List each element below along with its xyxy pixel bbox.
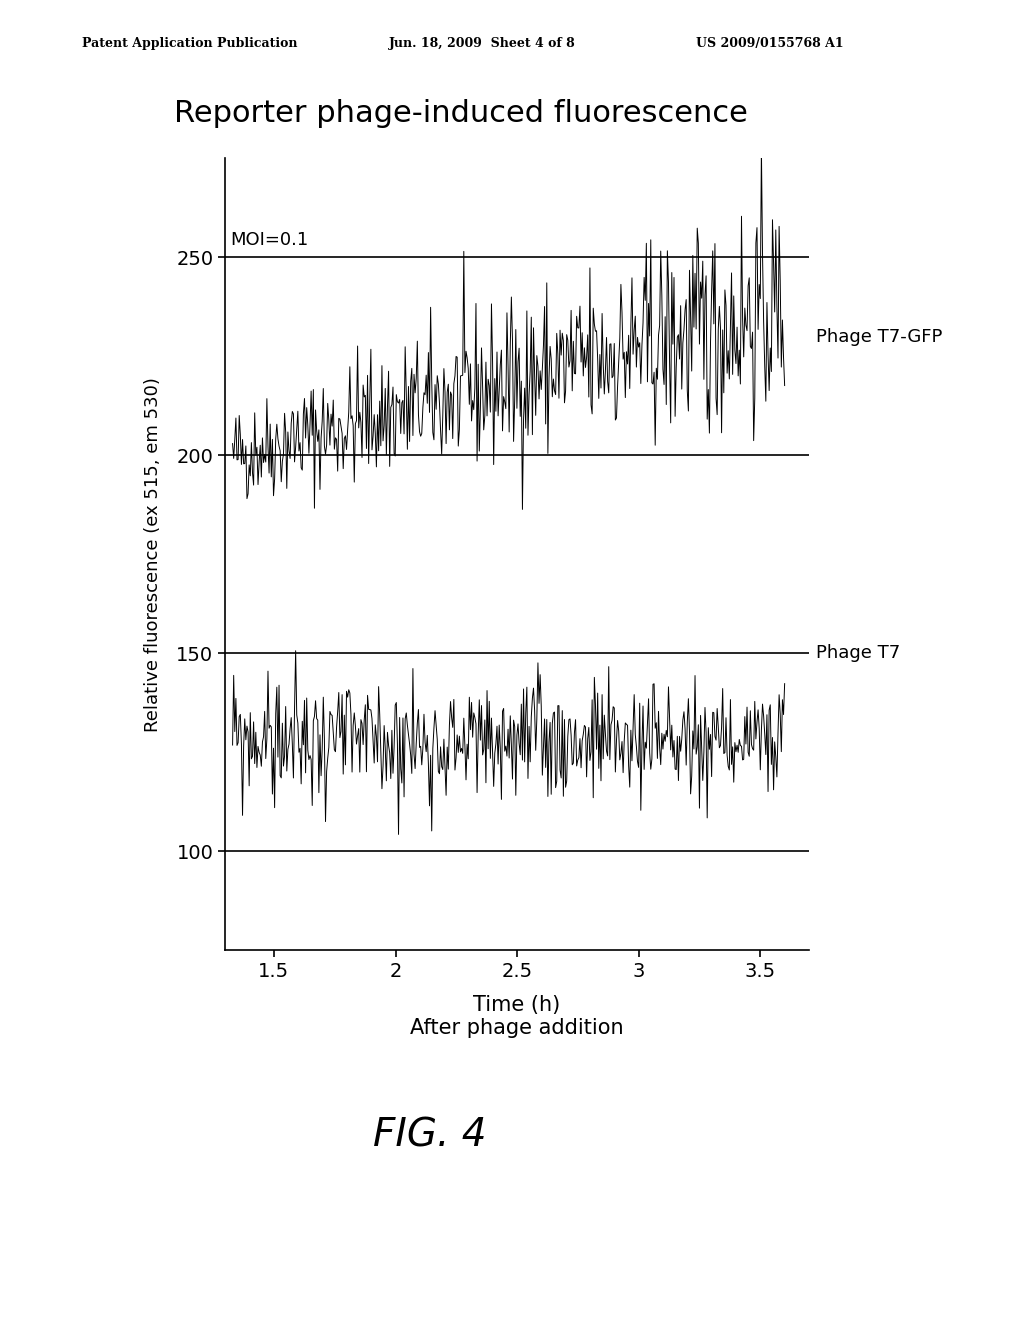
X-axis label: Time (h)
After phage addition: Time (h) After phage addition (411, 995, 624, 1039)
Text: Phage T7: Phage T7 (816, 644, 900, 663)
Text: Jun. 18, 2009  Sheet 4 of 8: Jun. 18, 2009 Sheet 4 of 8 (389, 37, 575, 50)
Text: Reporter phage-induced fluorescence: Reporter phage-induced fluorescence (174, 99, 748, 128)
Y-axis label: Relative fluorescence (ex 515, em 530): Relative fluorescence (ex 515, em 530) (144, 378, 163, 731)
Text: MOI=0.1: MOI=0.1 (230, 231, 308, 249)
Text: Phage T7-GFP: Phage T7-GFP (816, 327, 942, 346)
Text: Patent Application Publication: Patent Application Publication (82, 37, 297, 50)
Text: US 2009/0155768 A1: US 2009/0155768 A1 (696, 37, 844, 50)
Text: FIG. 4: FIG. 4 (374, 1117, 486, 1154)
